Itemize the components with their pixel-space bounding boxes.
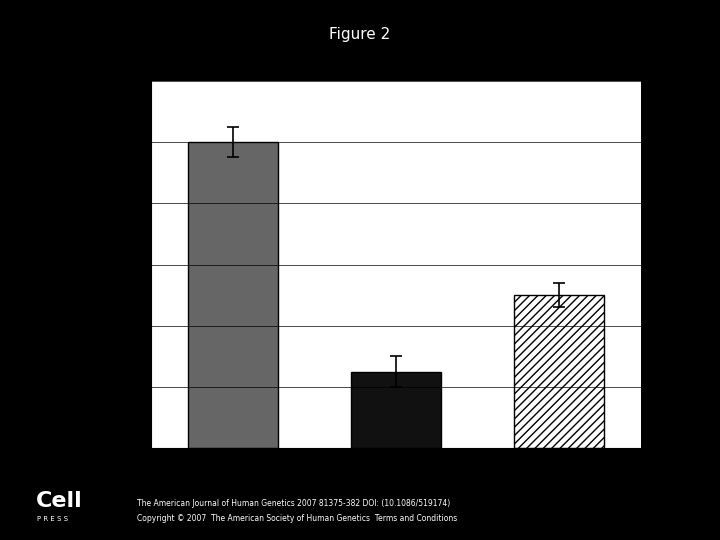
Bar	[188, 142, 278, 448]
Text: Figure 2: Figure 2	[329, 27, 391, 42]
X-axis label: mRNA transcript: mRNA transcript	[312, 488, 480, 505]
Text: The American Journal of Human Genetics 2007 81375-382 DOI: (10.1086/519174): The American Journal of Human Genetics 2…	[137, 500, 450, 509]
Text: Cell: Cell	[36, 491, 83, 511]
Y-axis label: % mRNA expression: % mRNA expression	[83, 181, 101, 348]
Text: Copyright © 2007  The American Society of Human Genetics  Terms and Conditions: Copyright © 2007 The American Society of…	[137, 514, 457, 523]
Bar	[351, 372, 441, 448]
Bar	[514, 295, 604, 448]
Text: P R E S S: P R E S S	[37, 516, 68, 522]
